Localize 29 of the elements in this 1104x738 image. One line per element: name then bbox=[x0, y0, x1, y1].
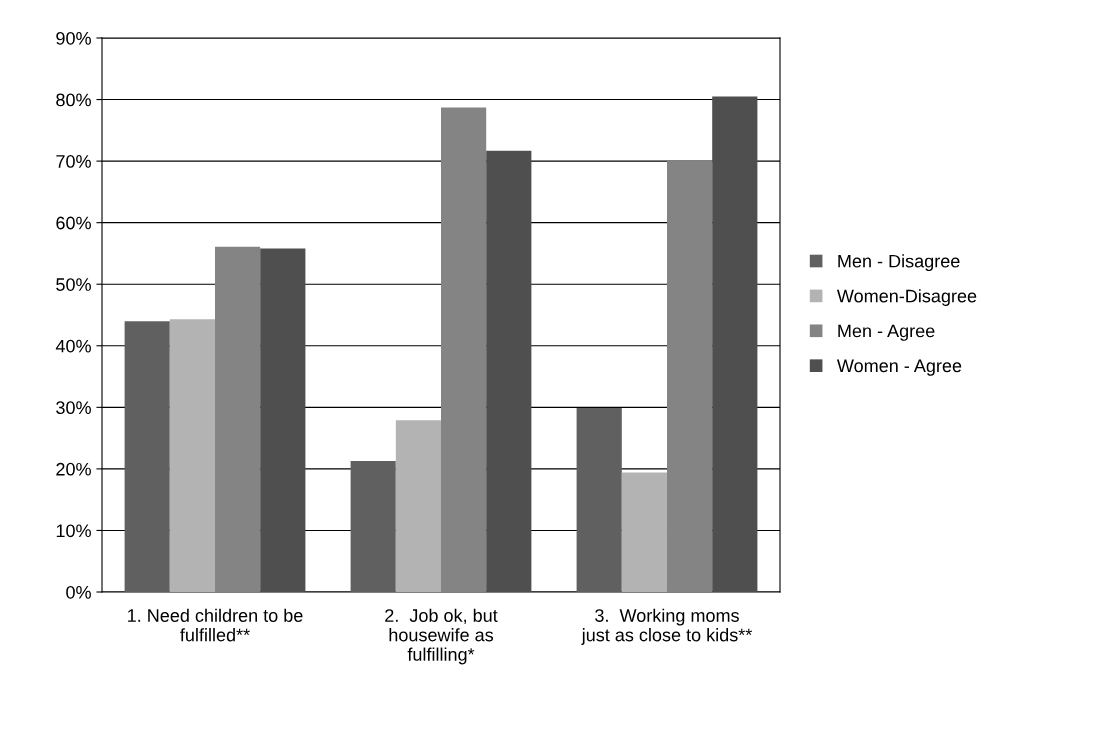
y-tick-label: 0% bbox=[66, 585, 91, 599]
bar bbox=[395, 420, 441, 592]
bar bbox=[667, 160, 713, 592]
y-tick-label: 30% bbox=[56, 401, 91, 415]
bar bbox=[260, 248, 306, 592]
legend-label: Women - Agree bbox=[836, 359, 962, 376]
x-tick-label: 2. Job ok, but housewife as fulfilling* bbox=[385, 608, 498, 665]
legend-label: Men - Disagree bbox=[838, 254, 960, 272]
bar bbox=[441, 107, 487, 592]
bar bbox=[350, 460, 396, 592]
bar bbox=[576, 407, 622, 592]
y-tick-label: 80% bbox=[56, 93, 91, 107]
legend-label: Men - Agree bbox=[838, 324, 935, 341]
bar bbox=[621, 472, 667, 592]
x-tick-label: 1. Need children to be fulfilled** bbox=[128, 608, 303, 642]
legend-label: Women-Disagree bbox=[836, 289, 977, 306]
bar bbox=[712, 96, 758, 592]
x-tick-label: 3. Working moms just as close to kids** bbox=[581, 608, 753, 645]
y-tick-label: 40% bbox=[55, 339, 91, 353]
y-tick-label: 70% bbox=[56, 155, 91, 168]
y-tick-label: 50% bbox=[56, 278, 91, 291]
y-tick-label: 20% bbox=[56, 462, 91, 476]
y-tick-label: 60% bbox=[56, 216, 91, 230]
bar bbox=[169, 319, 215, 592]
y-tick-label: 10% bbox=[56, 524, 91, 538]
bar bbox=[124, 321, 170, 592]
bar bbox=[215, 246, 261, 592]
bar bbox=[486, 150, 532, 592]
y-tick-label: 90% bbox=[56, 31, 91, 45]
